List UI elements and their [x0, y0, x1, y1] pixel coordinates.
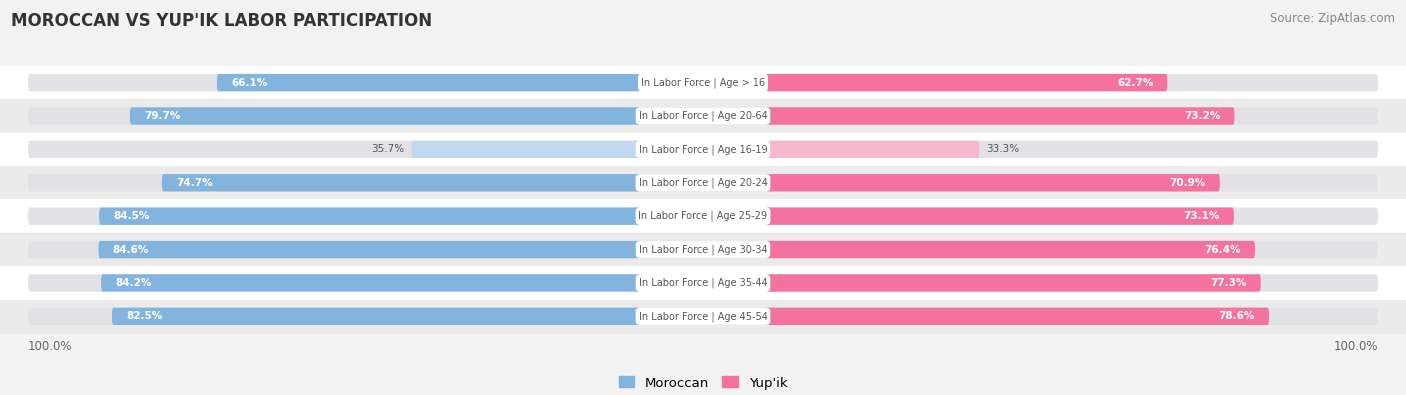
Text: 62.7%: 62.7%	[1116, 78, 1153, 88]
FancyBboxPatch shape	[766, 174, 1220, 192]
FancyBboxPatch shape	[101, 274, 640, 292]
Bar	[0, 199, 1406, 233]
FancyBboxPatch shape	[766, 174, 1378, 192]
FancyBboxPatch shape	[766, 274, 1261, 292]
FancyBboxPatch shape	[112, 308, 640, 325]
FancyBboxPatch shape	[766, 308, 1270, 325]
FancyBboxPatch shape	[28, 274, 640, 292]
Bar	[0, 99, 1406, 133]
FancyBboxPatch shape	[766, 207, 1378, 225]
FancyBboxPatch shape	[766, 107, 1234, 125]
Text: 84.6%: 84.6%	[112, 245, 149, 254]
Text: 84.5%: 84.5%	[114, 211, 149, 221]
Text: In Labor Force | Age 25-29: In Labor Force | Age 25-29	[638, 211, 768, 222]
FancyBboxPatch shape	[28, 308, 640, 325]
Text: 73.2%: 73.2%	[1184, 111, 1220, 121]
FancyBboxPatch shape	[766, 274, 1378, 292]
FancyBboxPatch shape	[28, 107, 640, 125]
Text: 70.9%: 70.9%	[1170, 178, 1206, 188]
FancyBboxPatch shape	[766, 141, 980, 158]
Text: 79.7%: 79.7%	[143, 111, 180, 121]
FancyBboxPatch shape	[217, 74, 640, 91]
FancyBboxPatch shape	[28, 74, 640, 91]
FancyBboxPatch shape	[28, 141, 640, 158]
Bar	[0, 266, 1406, 300]
Text: 73.1%: 73.1%	[1184, 211, 1220, 221]
Text: 33.3%: 33.3%	[987, 145, 1019, 154]
FancyBboxPatch shape	[28, 207, 640, 225]
FancyBboxPatch shape	[162, 174, 640, 192]
Text: 100.0%: 100.0%	[1333, 340, 1378, 354]
Bar	[0, 66, 1406, 99]
Text: In Labor Force | Age 30-34: In Labor Force | Age 30-34	[638, 244, 768, 255]
Text: In Labor Force | Age 16-19: In Labor Force | Age 16-19	[638, 144, 768, 155]
FancyBboxPatch shape	[766, 241, 1378, 258]
Bar	[0, 133, 1406, 166]
Text: 74.7%: 74.7%	[176, 178, 212, 188]
FancyBboxPatch shape	[412, 141, 640, 158]
Text: In Labor Force | Age 20-24: In Labor Force | Age 20-24	[638, 177, 768, 188]
Text: 35.7%: 35.7%	[371, 145, 405, 154]
FancyBboxPatch shape	[766, 241, 1256, 258]
FancyBboxPatch shape	[100, 207, 640, 225]
Legend: Moroccan, Yup'ik: Moroccan, Yup'ik	[613, 371, 793, 395]
FancyBboxPatch shape	[766, 107, 1378, 125]
Bar	[0, 166, 1406, 199]
FancyBboxPatch shape	[28, 241, 640, 258]
FancyBboxPatch shape	[129, 107, 640, 125]
Text: MOROCCAN VS YUP'IK LABOR PARTICIPATION: MOROCCAN VS YUP'IK LABOR PARTICIPATION	[11, 12, 433, 30]
Text: 100.0%: 100.0%	[28, 340, 73, 354]
Text: 84.2%: 84.2%	[115, 278, 152, 288]
Text: In Labor Force | Age > 16: In Labor Force | Age > 16	[641, 77, 765, 88]
Text: 78.6%: 78.6%	[1219, 311, 1256, 321]
FancyBboxPatch shape	[766, 207, 1234, 225]
Text: 82.5%: 82.5%	[127, 311, 162, 321]
FancyBboxPatch shape	[766, 141, 1378, 158]
Text: 66.1%: 66.1%	[231, 78, 267, 88]
Text: Source: ZipAtlas.com: Source: ZipAtlas.com	[1270, 12, 1395, 25]
Bar	[0, 300, 1406, 333]
Text: 76.4%: 76.4%	[1205, 245, 1241, 254]
FancyBboxPatch shape	[28, 174, 640, 192]
Bar	[0, 233, 1406, 266]
Text: In Labor Force | Age 35-44: In Labor Force | Age 35-44	[638, 278, 768, 288]
Text: In Labor Force | Age 45-54: In Labor Force | Age 45-54	[638, 311, 768, 322]
FancyBboxPatch shape	[766, 74, 1167, 91]
FancyBboxPatch shape	[766, 308, 1378, 325]
Text: 77.3%: 77.3%	[1211, 278, 1247, 288]
FancyBboxPatch shape	[98, 241, 640, 258]
Text: In Labor Force | Age 20-64: In Labor Force | Age 20-64	[638, 111, 768, 121]
FancyBboxPatch shape	[766, 74, 1378, 91]
